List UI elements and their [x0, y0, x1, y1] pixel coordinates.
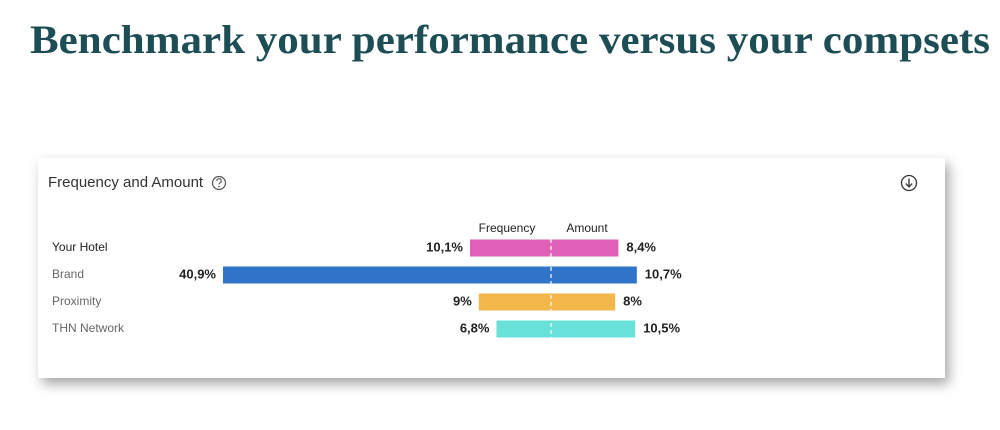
bar [551, 293, 616, 311]
value-label: 9% [453, 293, 472, 308]
value-label: 10,5% [643, 320, 680, 335]
value-label: 10,1% [426, 239, 463, 254]
bar [223, 266, 551, 284]
category-label: THN Network [52, 321, 125, 335]
bar [551, 320, 636, 338]
download-icon[interactable] [900, 174, 918, 192]
bar [551, 239, 619, 257]
category-label: Brand [52, 267, 84, 281]
value-label: 8% [623, 293, 642, 308]
value-label: 8,4% [626, 239, 656, 254]
value-label: 40,9% [179, 266, 216, 281]
column-header: Amount [566, 221, 608, 235]
card-title: Frequency and Amount [48, 174, 204, 191]
help-icon[interactable] [211, 175, 227, 191]
column-header: Frequency [479, 221, 536, 235]
bar [470, 239, 551, 257]
bar [478, 293, 551, 311]
value-label: 10,7% [645, 266, 682, 281]
bar [496, 320, 551, 338]
value-label: 6,8% [460, 320, 490, 335]
bar [551, 266, 637, 284]
category-label: Proximity [52, 294, 101, 308]
page-title: Benchmark your performance versus your c… [30, 17, 990, 62]
category-label: Your Hotel [52, 240, 108, 254]
